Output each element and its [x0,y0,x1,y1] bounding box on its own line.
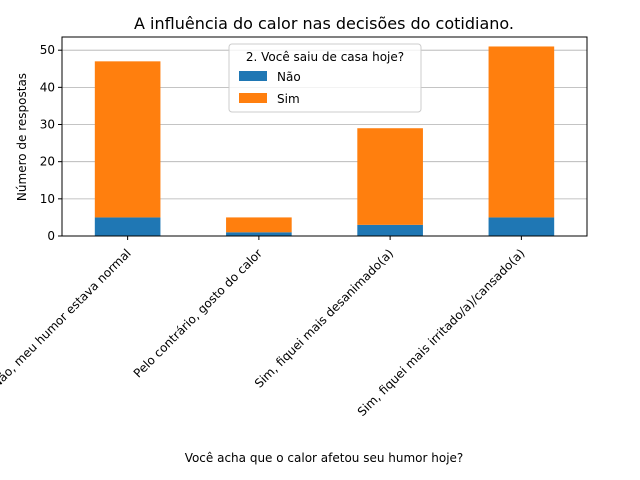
x-tick-label: Sim, fiquei mais irritado/a)/cansado(a) [355,246,528,419]
y-tick-label: 10 [40,192,55,206]
bars [94,46,555,236]
plot-frame [61,36,588,237]
bar-sim [226,217,292,233]
x-tick-label: Sim, fiquei mais desanimado(a) [252,246,396,390]
y-axis-label: Número de respostas [15,73,29,201]
bar-nao [357,224,423,236]
x-tick-label: Pelo contrário, gosto do calor [131,246,265,380]
legend: 2. Você saiu de casa hoje? Não Sim [228,43,422,113]
bar-nao [488,217,555,236]
y-tick-label: 50 [40,43,55,57]
x-axis-label: Você acha que o calor afetou seu humor h… [185,451,464,465]
legend-box [228,43,422,113]
y-axis: 0 10 20 30 40 50 [40,43,62,243]
y-tick-label: 30 [40,118,55,132]
x-tick-label: Não, meu humor estava normal [0,246,134,391]
bar-nao [94,217,161,236]
legend-title: 2. Você saiu de casa hoje? [246,50,404,64]
bar-sim [94,61,161,218]
bar-sim [488,46,555,218]
legend-label-sim: Sim [277,92,300,106]
y-tick-label: 0 [47,229,55,243]
legend-swatch-sim [239,93,267,103]
legend-label-nao: Não [277,70,301,84]
y-tick-label: 40 [40,80,55,94]
legend-swatch-nao [239,71,267,81]
bar-sim [357,128,423,225]
y-tick-label: 20 [40,155,55,169]
bar-nao [226,232,292,236]
chart-title: A influência do calor nas decisões do co… [134,14,514,33]
